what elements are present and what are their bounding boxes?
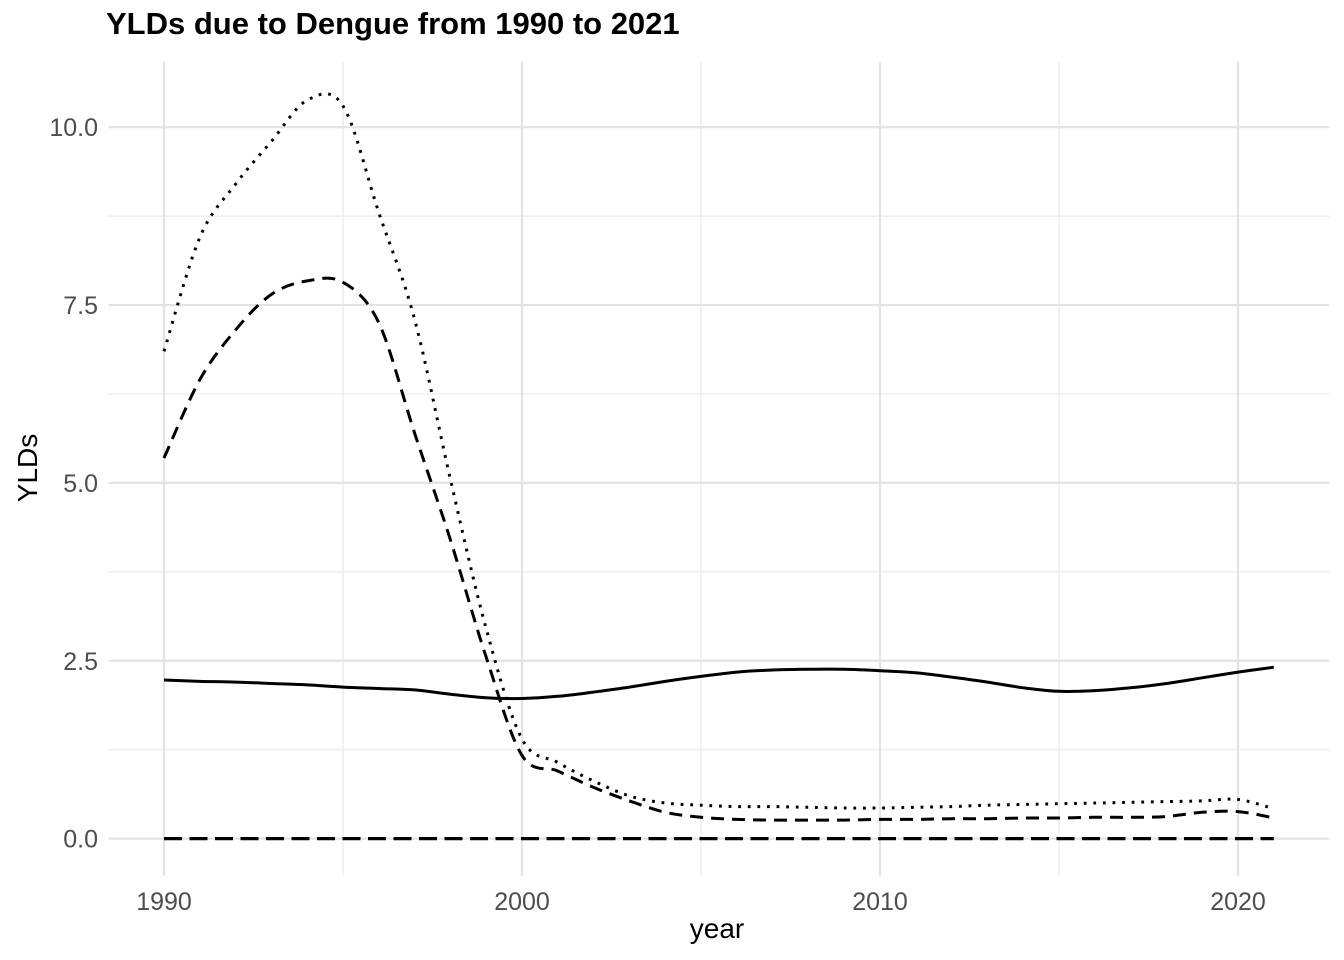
x-tick-label: 2020 bbox=[1210, 888, 1266, 916]
y-tick-label: 5.0 bbox=[63, 470, 98, 498]
series-dashed-line bbox=[162, 276, 1275, 822]
y-tick-label: 0.0 bbox=[63, 826, 98, 854]
x-tick-label: 2000 bbox=[494, 888, 550, 916]
series-dotted-line bbox=[162, 92, 1275, 811]
x-tick-label: 2010 bbox=[852, 888, 908, 916]
y-tick-label: 2.5 bbox=[63, 648, 98, 676]
x-axis-title: year bbox=[689, 913, 745, 944]
series-solid-line bbox=[163, 665, 1274, 701]
x-tick-label: 1990 bbox=[136, 888, 192, 916]
y-tick-label: 7.5 bbox=[63, 292, 98, 320]
y-axis-title: YLDs bbox=[12, 433, 43, 503]
y-tick-label: 10.0 bbox=[49, 114, 98, 142]
chart-title: YLDs due to Dengue from 1990 to 2021 bbox=[106, 6, 680, 41]
